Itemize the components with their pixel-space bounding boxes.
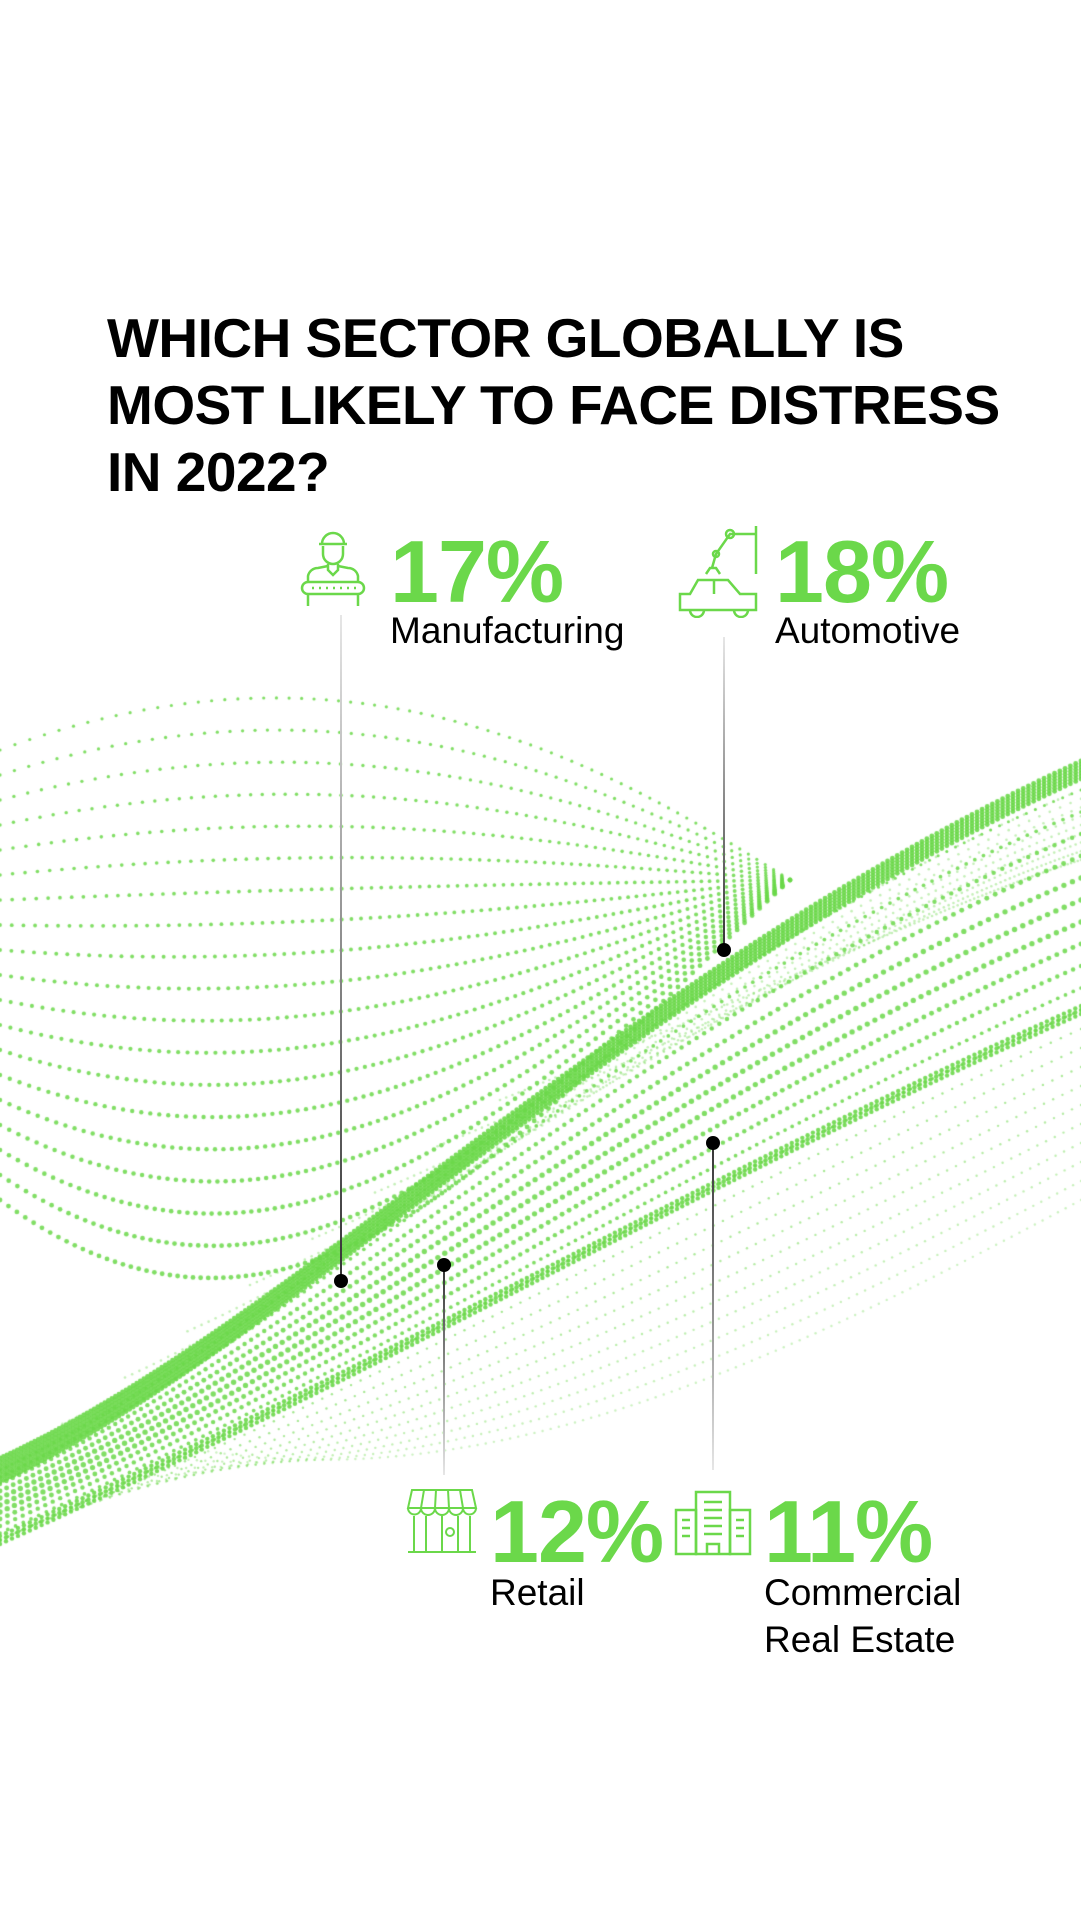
office-buildings-icon	[674, 1490, 752, 1556]
retail-percent: 12%	[490, 1482, 664, 1581]
manufacturing-label: Manufacturing	[390, 610, 625, 651]
title-line: MOST LIKELY TO FACE DISTRESS	[107, 374, 1000, 436]
automotive-label: Automotive	[775, 610, 961, 651]
manufacturing-marker-dot	[334, 1274, 348, 1288]
retail-label: Retail	[490, 1572, 585, 1613]
automotive-leader-line	[723, 637, 725, 950]
storefront-icon	[406, 1489, 478, 1553]
commercial-real-estate-label-line-2: Real Estate	[764, 1619, 956, 1660]
factory-worker-icon	[300, 531, 366, 606]
manufacturing-leader-line	[340, 615, 342, 1281]
commercial-real-estate-marker-dot	[706, 1136, 720, 1150]
robot-arm-car-icon	[678, 526, 758, 618]
title-line: IN 2022?	[107, 441, 330, 503]
retail-marker-dot	[437, 1258, 451, 1272]
automotive-marker-dot	[717, 943, 731, 957]
retail-leader-line	[443, 1265, 445, 1475]
automotive-percent: 18%	[775, 522, 949, 621]
title-line: WHICH SECTOR GLOBALLY IS	[107, 307, 904, 369]
commercial-real-estate-leader-line	[712, 1143, 714, 1470]
manufacturing-percent: 17%	[390, 522, 564, 621]
page-title: WHICH SECTOR GLOBALLY IS MOST LIKELY TO …	[107, 305, 1027, 506]
commercial-real-estate-label-line-1: Commercial	[764, 1572, 962, 1613]
commercial-real-estate-percent: 11%	[764, 1482, 933, 1581]
